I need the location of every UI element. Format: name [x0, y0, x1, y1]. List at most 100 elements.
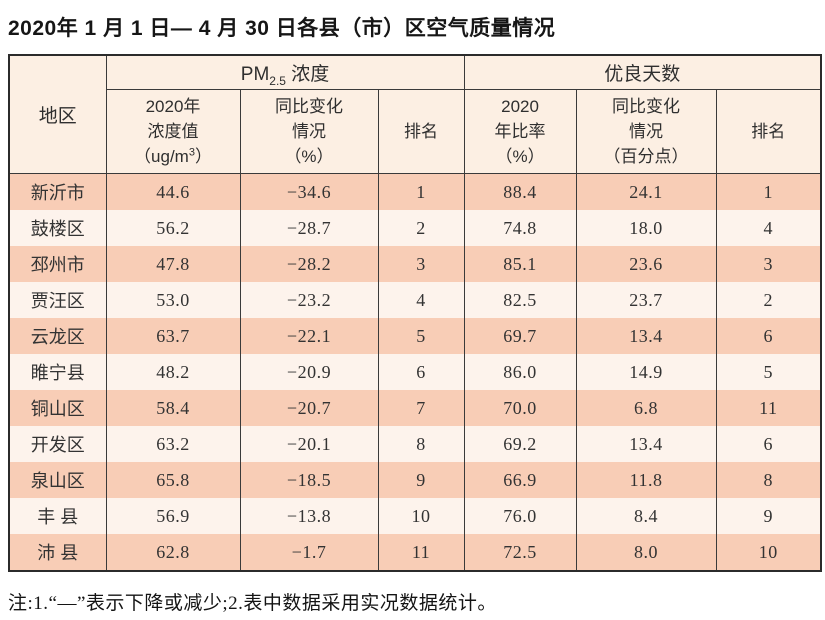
- table-row: 邳州市 47.8 −28.2 3 85.1 23.6 3: [8, 246, 822, 282]
- region-cell: 睢宁县: [8, 354, 107, 390]
- good-rank-cell: 1: [715, 173, 822, 210]
- good-ratio-cell: 69.2: [463, 426, 577, 462]
- column-header-region: 地区: [8, 54, 107, 174]
- pm-rank-cell: 11: [377, 534, 465, 571]
- region-cell: 新沂市: [8, 173, 107, 210]
- good-ratio-cell: 66.9: [463, 462, 577, 498]
- region-cell: 云龙区: [8, 318, 107, 354]
- column-group-pm25: PM2.5 浓度: [105, 54, 465, 90]
- pm-change-cell: −20.1: [239, 426, 379, 462]
- pm-change-header-line1: 同比变化: [275, 97, 343, 116]
- good-rank-cell: 5: [715, 354, 822, 390]
- air-quality-table: 地区 PM2.5 浓度 优良天数 2020年 浓度值 （ug/m3） 同比变化 …: [8, 54, 823, 572]
- good-ratio-cell: 88.4: [463, 173, 577, 210]
- pm-change-cell: −28.7: [239, 210, 379, 246]
- good-change-cell: 24.1: [575, 173, 717, 210]
- good-change-cell: 8.0: [575, 534, 717, 571]
- good-rank-cell: 8: [715, 462, 822, 498]
- pm-value-header-line1: 2020年: [145, 97, 201, 116]
- good-ratio-cell: 70.0: [463, 390, 577, 426]
- good-rank-cell: 2: [715, 282, 822, 318]
- pm-change-cell: −13.8: [239, 498, 379, 534]
- region-cell: 开发区: [8, 426, 107, 462]
- region-cell: 丰 县: [8, 498, 107, 534]
- pm-rank-cell: 2: [377, 210, 465, 246]
- good-change-cell: 13.4: [575, 318, 717, 354]
- table-row: 云龙区 63.7 −22.1 5 69.7 13.4 6: [8, 318, 822, 354]
- good-ratio-cell: 85.1: [463, 246, 577, 282]
- good-rank-cell: 4: [715, 210, 822, 246]
- pm-rank-cell: 8: [377, 426, 465, 462]
- region-cell: 泉山区: [8, 462, 107, 498]
- good-ratio-cell: 82.5: [463, 282, 577, 318]
- good-ratio-cell: 72.5: [463, 534, 577, 571]
- pm-rank-cell: 4: [377, 282, 465, 318]
- table-row: 开发区 63.2 −20.1 8 69.2 13.4 6: [8, 426, 822, 462]
- pm25-label-prefix: PM: [240, 64, 270, 85]
- good-change-cell: 18.0: [575, 210, 717, 246]
- good-rank-cell: 3: [715, 246, 822, 282]
- good-rank-cell: 11: [715, 390, 822, 426]
- header-sub-row: 2020年 浓度值 （ug/m3） 同比变化 情况 （%） 排名 2020 年比…: [9, 89, 822, 174]
- good-rank-cell: 6: [715, 318, 822, 354]
- pm-change-cell: −1.7: [239, 534, 379, 571]
- table-row: 睢宁县 48.2 −20.9 6 86.0 14.9 5: [8, 354, 822, 390]
- region-cell: 贾汪区: [8, 282, 107, 318]
- column-header-good-rank: 排名: [715, 89, 822, 174]
- region-cell: 沛 县: [8, 534, 107, 571]
- pm-value-cell: 63.2: [105, 426, 241, 462]
- pm-value-cell: 44.6: [105, 173, 241, 210]
- table-row: 泉山区 65.8 −18.5 9 66.9 11.8 8: [8, 462, 822, 498]
- good-change-cell: 23.6: [575, 246, 717, 282]
- table-row: 鼓楼区 56.2 −28.7 2 74.8 18.0 4: [8, 210, 822, 246]
- header-group-row: 地区 PM2.5 浓度 优良天数: [8, 54, 822, 174]
- good-ratio-cell: 69.7: [463, 318, 577, 354]
- pm-rank-cell: 7: [377, 390, 465, 426]
- table-row: 新沂市 44.6 −34.6 1 88.4 24.1 1: [8, 173, 822, 210]
- good-rank-cell: 9: [715, 498, 822, 534]
- pm-rank-cell: 3: [377, 246, 465, 282]
- good-ratio-header-line1: 2020: [501, 97, 539, 116]
- pm-value-unit-prefix: （ug/m: [134, 147, 189, 166]
- pm-value-header-line2: 浓度值: [147, 122, 199, 141]
- good-change-cell: 6.8: [575, 390, 717, 426]
- pm-rank-cell: 1: [377, 173, 465, 210]
- pm-value-cell: 58.4: [105, 390, 241, 426]
- region-cell: 邳州市: [8, 246, 107, 282]
- pm-change-header-line3: （%）: [284, 147, 334, 166]
- pm-value-cell: 53.0: [105, 282, 241, 318]
- table-row: 铜山区 58.4 −20.7 7 70.0 6.8 11: [8, 390, 822, 426]
- pm-value-cell: 56.2: [105, 210, 241, 246]
- pm-change-header-line2: 情况: [292, 122, 326, 141]
- pm-value-cell: 62.8: [105, 534, 241, 571]
- good-ratio-cell: 76.0: [463, 498, 577, 534]
- pm-rank-cell: 5: [377, 318, 465, 354]
- page-title: 2020年 1 月 1 日— 4 月 30 日各县（市）区空气质量情况: [8, 17, 556, 40]
- pm-value-unit-sup: 3: [188, 146, 195, 159]
- pm25-label-suffix: 浓度: [285, 64, 330, 85]
- pm-rank-cell: 9: [377, 462, 465, 498]
- pm-value-cell: 65.8: [105, 462, 241, 498]
- good-change-cell: 23.7: [575, 282, 717, 318]
- column-header-pm-value: 2020年 浓度值 （ug/m3）: [105, 89, 241, 174]
- region-cell: 鼓楼区: [8, 210, 107, 246]
- pm-change-cell: −28.2: [239, 246, 379, 282]
- pm-change-cell: −20.9: [239, 354, 379, 390]
- table-row: 沛 县 62.8 −1.7 11 72.5 8.0 10: [8, 534, 822, 571]
- pm-rank-cell: 10: [377, 498, 465, 534]
- pm-value-cell: 47.8: [105, 246, 241, 282]
- table-row: 丰 县 56.9 −13.8 10 76.0 8.4 9: [8, 498, 822, 534]
- pm-change-cell: −22.1: [239, 318, 379, 354]
- pm-change-cell: −20.7: [239, 390, 379, 426]
- good-change-cell: 13.4: [575, 426, 717, 462]
- table-body: 新沂市 44.6 −34.6 1 88.4 24.1 1 鼓楼区 56.2 −28.7 2 74.8 1…: [8, 173, 822, 571]
- column-header-good-ratio: 2020 年比率 （%）: [463, 89, 577, 174]
- good-ratio-cell: 74.8: [463, 210, 577, 246]
- pm-change-cell: −34.6: [239, 173, 379, 210]
- footnote: 注:1.“—”表示下降或减少;2.表中数据采用实况数据统计。: [8, 593, 497, 614]
- good-change-cell: 14.9: [575, 354, 717, 390]
- pm-value-unit-suffix: ）: [194, 147, 212, 166]
- pm-change-cell: −18.5: [239, 462, 379, 498]
- pm-value-cell: 48.2: [105, 354, 241, 390]
